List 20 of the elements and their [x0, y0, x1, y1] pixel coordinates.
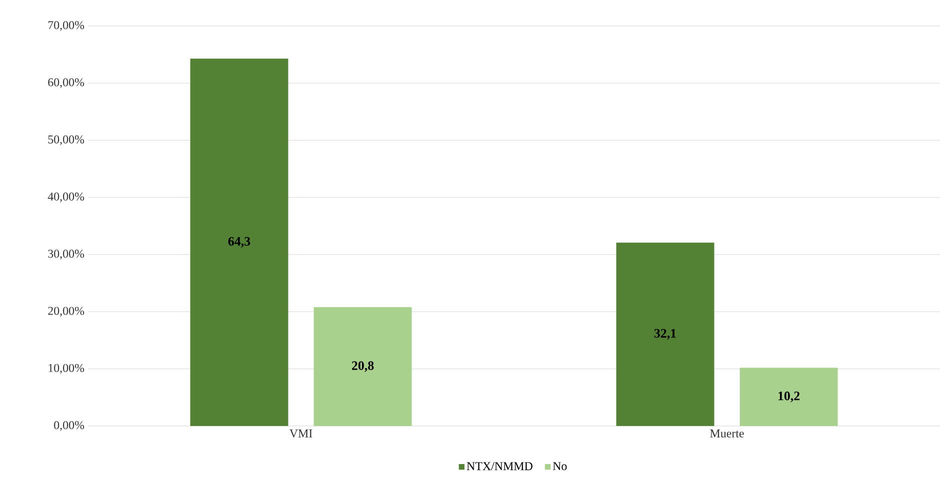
y-tick-label: 30,00%: [48, 250, 84, 260]
bar: [314, 307, 412, 426]
bar: [616, 242, 714, 426]
data-label: 20,8: [352, 361, 374, 372]
data-label: 64,3: [228, 236, 250, 248]
y-tick-label: 60,00%: [48, 78, 84, 88]
y-tick-label: 10,00%: [48, 364, 84, 374]
bar: [740, 368, 838, 426]
y-tick-label: 40,00%: [48, 192, 84, 202]
data-label: 32,1: [654, 328, 676, 340]
x-tick-label: VMI: [290, 430, 312, 438]
x-tick-label: Muerte: [710, 430, 744, 438]
legend-label: No: [552, 462, 567, 470]
y-tick-label: 50,00%: [48, 135, 84, 146]
legend-label: NTX/NMMD: [466, 462, 532, 470]
data-label: 10,2: [778, 392, 800, 402]
y-tick-label: 20,00%: [48, 306, 84, 317]
bar: [190, 58, 288, 426]
y-tick-label: 0,00%: [54, 421, 84, 431]
y-tick-label: 70,00%: [48, 21, 84, 31]
